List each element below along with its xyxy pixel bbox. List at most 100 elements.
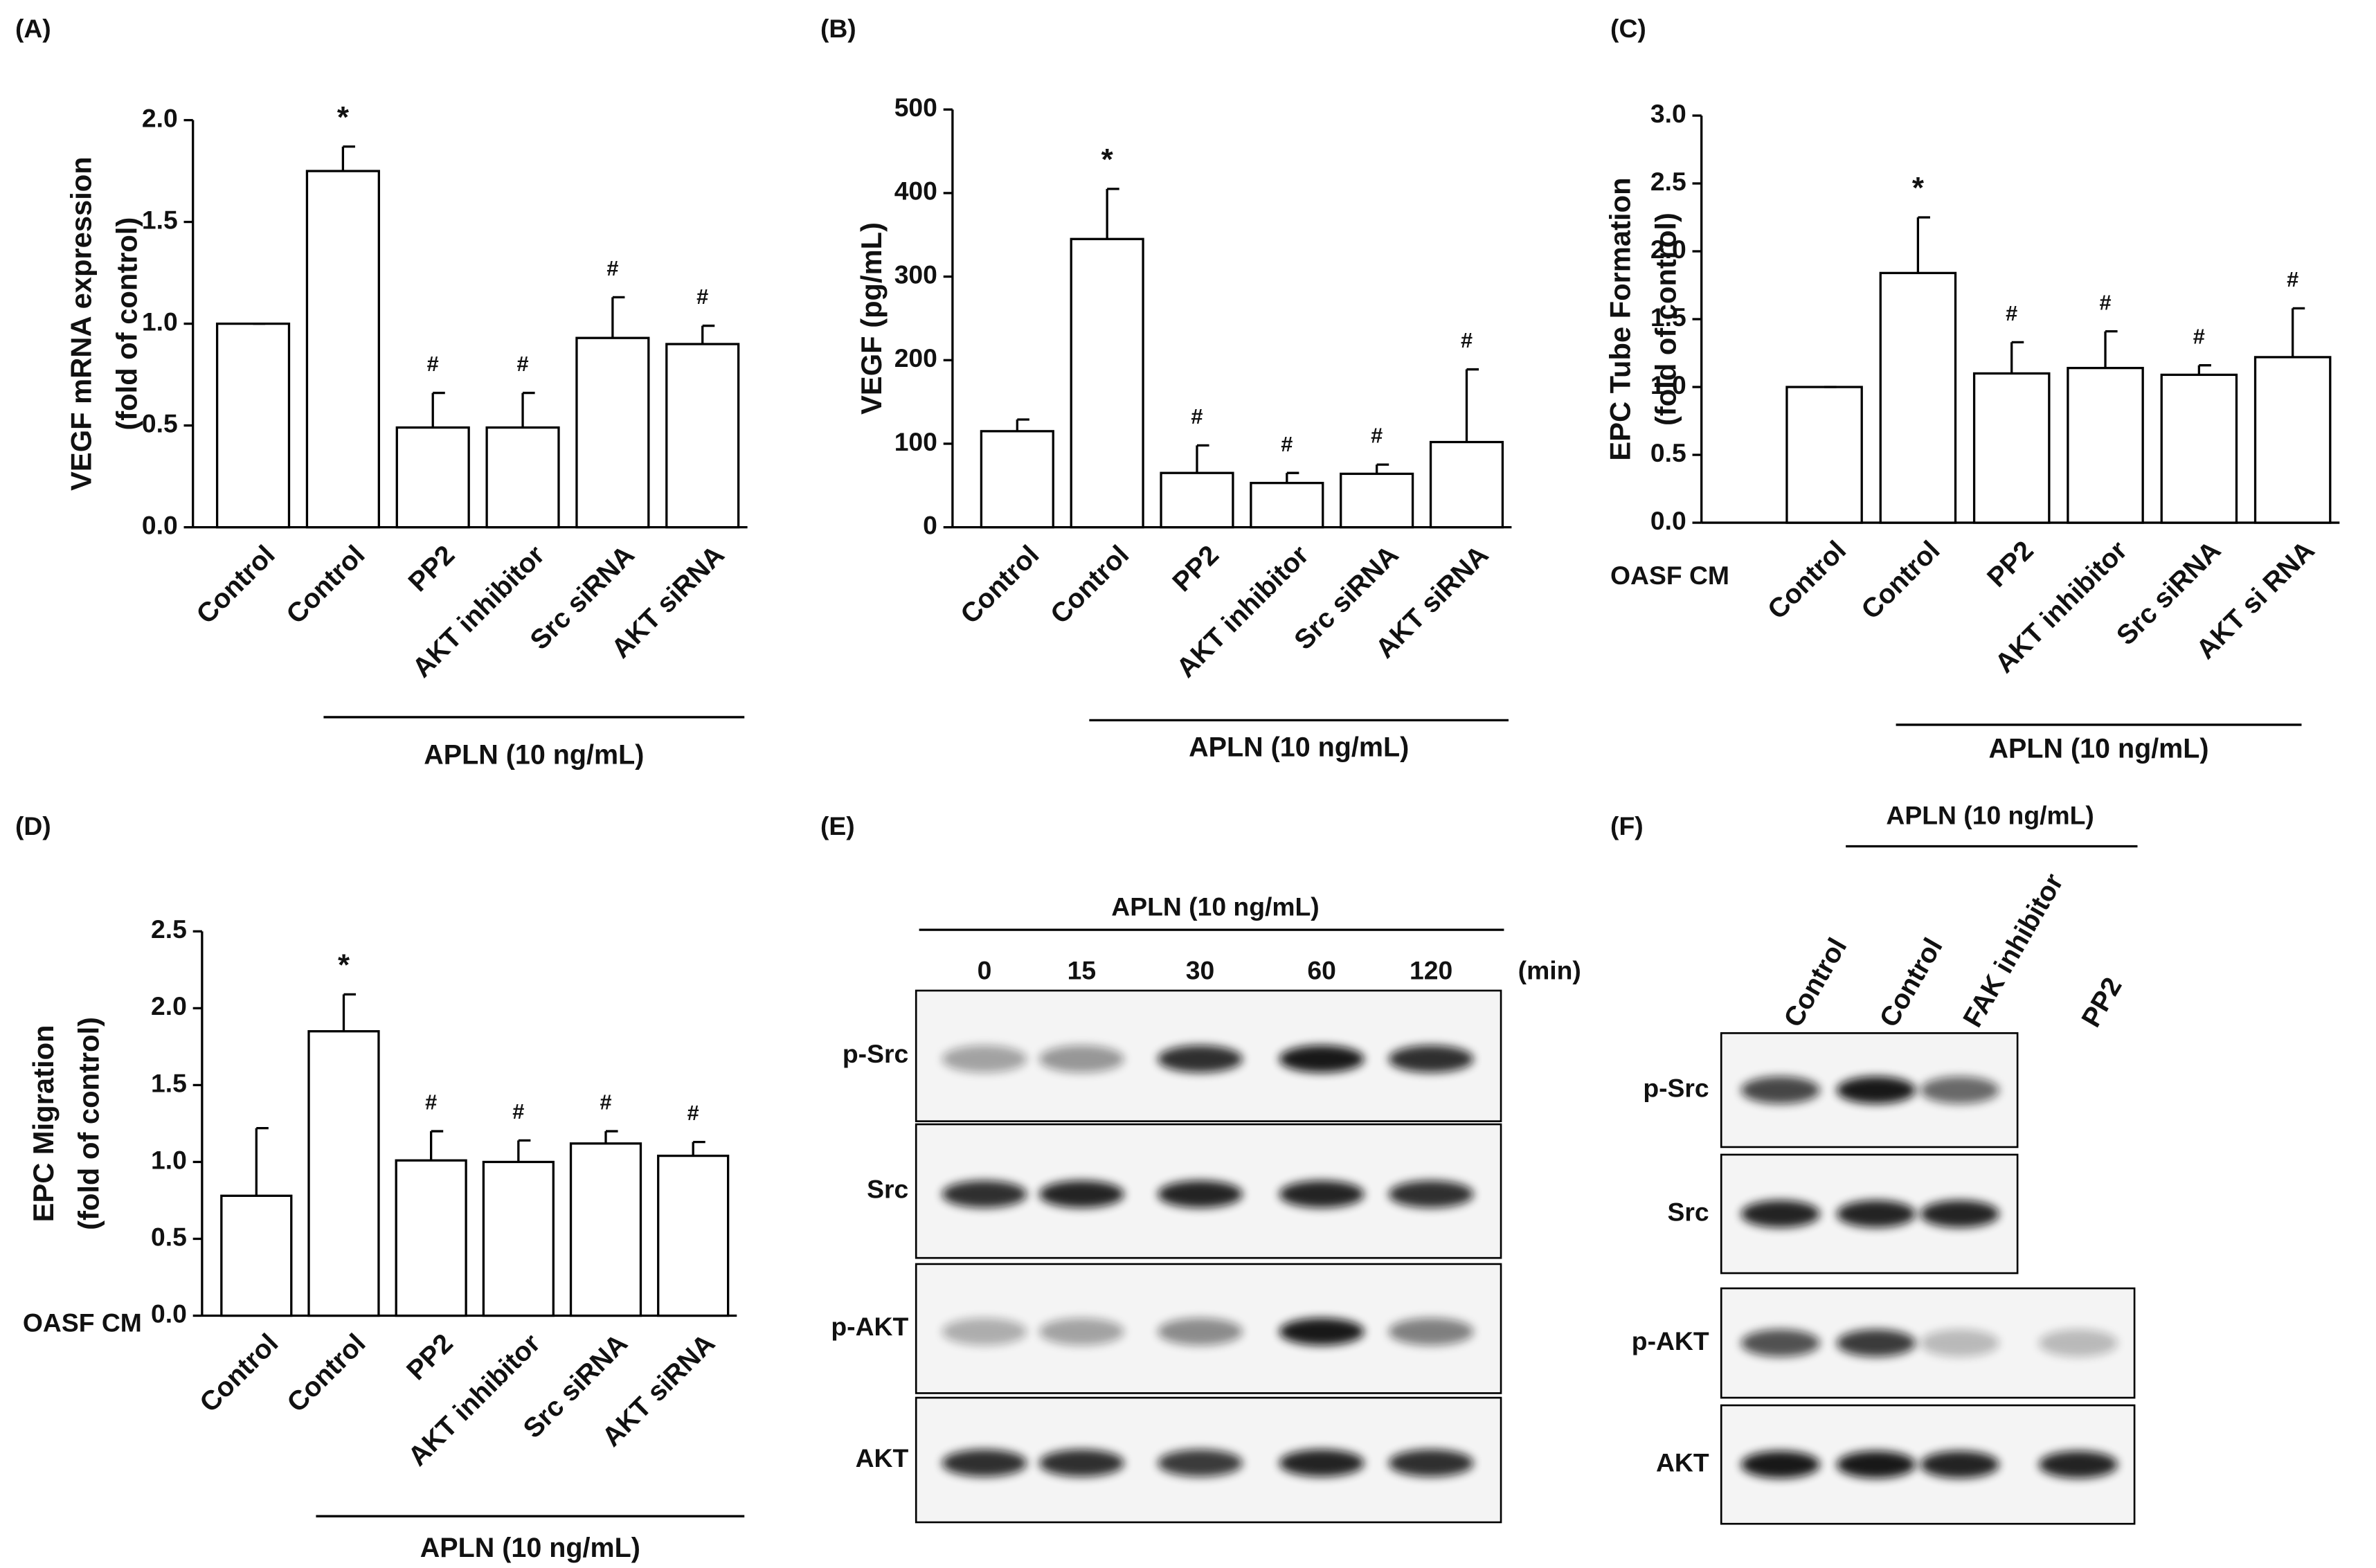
band xyxy=(1038,1045,1124,1073)
band xyxy=(1740,1076,1820,1104)
y-tick-label: 0.5 xyxy=(142,408,178,438)
y-tick-label: 3.0 xyxy=(1650,99,1686,128)
y-axis-label: VEGF mRNA expression xyxy=(65,156,98,491)
band xyxy=(1836,1450,1916,1479)
annotation: # xyxy=(1281,432,1293,456)
y-axis-label: (fold of control) xyxy=(73,1017,105,1230)
bar xyxy=(220,1194,293,1317)
band xyxy=(1279,1317,1365,1346)
band xyxy=(1388,1045,1474,1073)
band xyxy=(1038,1317,1124,1346)
y-tick-label: 1.0 xyxy=(151,1145,187,1174)
y-tick-label: 500 xyxy=(894,93,937,122)
band xyxy=(1920,1076,1999,1104)
band xyxy=(1740,1329,1820,1357)
lane-label: PP2 xyxy=(2076,972,2127,1032)
bar xyxy=(395,1159,467,1317)
lane-label: 15 xyxy=(1068,955,1096,984)
y-axis-label: (fold of control) xyxy=(111,217,143,431)
row-label: AKT xyxy=(856,1443,909,1472)
y-tick-label: 2.5 xyxy=(1650,167,1686,196)
band xyxy=(1920,1200,1999,1228)
bar xyxy=(395,426,470,529)
y-tick-label: 2.0 xyxy=(1650,235,1686,264)
lane-label: Control xyxy=(1778,933,1853,1033)
bar xyxy=(215,322,291,529)
bar xyxy=(980,430,1054,529)
treatment-label: APLN (10 ng/mL) xyxy=(1111,892,1319,921)
bar xyxy=(665,343,740,529)
annotation: # xyxy=(687,1101,699,1125)
group-label: APLN (10 ng/mL) xyxy=(424,739,644,770)
x-tick-label: PP2 xyxy=(402,539,460,597)
x-tick-label: Control xyxy=(190,539,280,629)
bar xyxy=(575,336,650,529)
group-label: APLN (10 ng/mL) xyxy=(1988,734,2208,764)
y-tick-label: 300 xyxy=(894,260,937,289)
y-tick-label: 0.0 xyxy=(151,1299,187,1328)
panel-label: (E) xyxy=(820,811,855,840)
panel-label: (F) xyxy=(1610,811,1644,840)
panel-label: (A) xyxy=(15,14,51,43)
band xyxy=(1836,1200,1916,1228)
row-label: p-AKT xyxy=(831,1312,908,1341)
y-tick-label: 2.0 xyxy=(151,991,187,1020)
band xyxy=(942,1045,1027,1073)
y-tick-label: 400 xyxy=(894,177,937,206)
annotation: # xyxy=(1371,424,1383,448)
y-tick-label: 1.5 xyxy=(151,1068,187,1097)
band xyxy=(1388,1180,1474,1208)
y-tick-label: 0.5 xyxy=(151,1222,187,1251)
band xyxy=(942,1180,1027,1208)
bar xyxy=(569,1142,642,1317)
bar xyxy=(1160,471,1234,529)
annotation: # xyxy=(517,352,529,376)
band xyxy=(1388,1449,1474,1477)
annotation: * xyxy=(338,948,350,982)
y-tick-label: 1.0 xyxy=(1650,370,1686,399)
row-label: OASF CM xyxy=(1610,561,1729,590)
band xyxy=(1740,1450,1820,1479)
annotation: # xyxy=(427,352,439,376)
x-tick-label: Control xyxy=(1045,539,1135,629)
band xyxy=(2038,1329,2118,1357)
x-tick-label: Control xyxy=(1762,535,1852,625)
x-tick-label: Control xyxy=(1855,535,1945,625)
annotation: # xyxy=(2193,324,2205,348)
band xyxy=(1920,1329,1999,1357)
panel-label: (C) xyxy=(1610,14,1646,43)
y-tick-label: 1.5 xyxy=(142,205,178,234)
annotation: * xyxy=(1912,171,1925,205)
x-tick-label: Control xyxy=(955,539,1045,629)
bar xyxy=(2067,366,2144,524)
lane-label: 30 xyxy=(1186,955,1214,984)
row-label: p-Src xyxy=(1643,1074,1709,1103)
row-label: AKT xyxy=(1656,1448,1709,1477)
band xyxy=(1836,1329,1916,1357)
y-axis-label: VEGF (pg/mL) xyxy=(855,222,888,415)
annotation: # xyxy=(1461,328,1473,352)
annotation: # xyxy=(606,256,618,280)
band xyxy=(1740,1200,1820,1228)
annotation: # xyxy=(600,1090,611,1115)
unit-label: (min) xyxy=(1518,955,1581,984)
band xyxy=(942,1317,1027,1346)
annotation: # xyxy=(2287,267,2298,291)
lane-label: Control xyxy=(1873,933,1948,1033)
bar xyxy=(1250,482,1324,529)
bar xyxy=(2253,356,2332,524)
bar xyxy=(485,426,560,529)
band xyxy=(1279,1180,1365,1208)
y-tick-label: 200 xyxy=(894,343,937,372)
annotation: # xyxy=(425,1090,437,1115)
y-axis-label: EPC Migration xyxy=(27,1025,60,1223)
band xyxy=(1836,1076,1916,1104)
annotation: * xyxy=(1101,143,1114,177)
x-tick-label: PP2 xyxy=(1981,535,2040,593)
x-tick-label: Control xyxy=(281,1328,371,1418)
y-tick-label: 1.5 xyxy=(1650,303,1686,332)
annotation: * xyxy=(337,100,350,134)
y-tick-label: 0 xyxy=(923,511,937,540)
y-tick-label: 2.5 xyxy=(151,914,187,944)
